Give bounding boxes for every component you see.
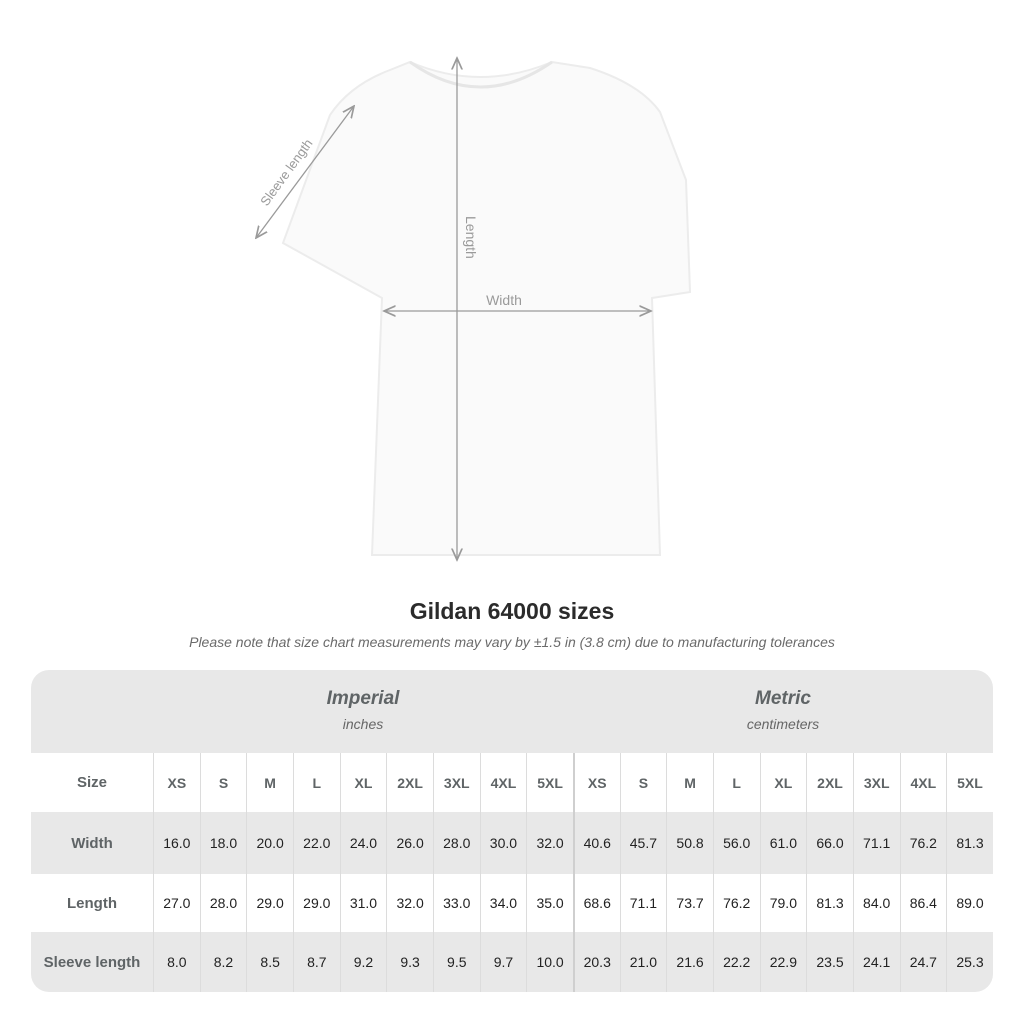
metric-unit: centimeters: [746, 716, 820, 732]
table-cell: 30.0: [479, 812, 527, 874]
table-cell: 22.2: [712, 932, 760, 992]
size-header-cell: S: [619, 753, 667, 812]
sleeve-arrow: [256, 106, 354, 238]
size-header-cell: 4XL: [479, 753, 527, 812]
table-cell: 25.3: [946, 932, 993, 992]
imperial-unit: inches: [342, 716, 384, 732]
table-cell: 76.2: [712, 874, 760, 932]
table-cell: 24.7: [899, 932, 947, 992]
imperial-header: Imperial inches: [153, 670, 573, 753]
table-cell: 76.2: [899, 812, 947, 874]
size-header-cell: M: [246, 753, 293, 812]
page-title: Gildan 64000 sizes: [409, 598, 615, 624]
row-label: Sleeve length: [43, 953, 141, 971]
table-cell: 23.5: [806, 932, 853, 992]
size-header-cell: XL: [339, 753, 387, 812]
tolerance-note: Please note that size chart measurements…: [189, 634, 835, 650]
width-label: Width: [486, 292, 522, 308]
table-cell: 22.0: [292, 812, 340, 874]
size-header-cell: 2XL: [386, 753, 433, 812]
table-cell: 21.6: [666, 932, 713, 992]
table-cell: 27.0: [153, 874, 200, 932]
table-cell: 24.0: [339, 812, 387, 874]
table-cell: 9.5: [432, 932, 480, 992]
size-header-cell: 5XL: [526, 753, 573, 812]
table-cell: 68.6: [572, 874, 620, 932]
table-cell: 89.0: [946, 874, 993, 932]
size-header-cell: 3XL: [432, 753, 480, 812]
table-cell: 29.0: [292, 874, 340, 932]
table-cell: 18.0: [199, 812, 247, 874]
table-cell: 28.0: [432, 812, 480, 874]
table-cell: 22.9: [759, 932, 807, 992]
table-cell: 73.7: [666, 874, 713, 932]
row-label: Length: [67, 894, 117, 912]
table-cell: 9.2: [339, 932, 387, 992]
table-row-sleeve-length: Sleeve length 8.0 8.2 8.5 8.7 9.2 9.3 9.5 9.7 10.…: [31, 932, 993, 992]
table-cell: 9.3: [386, 932, 433, 992]
size-header-cell: L: [712, 753, 760, 812]
table-cell: 26.0: [386, 812, 433, 874]
table-cell: 8.2: [199, 932, 247, 992]
size-header-cell: M: [666, 753, 713, 812]
table-cell: 28.0: [199, 874, 247, 932]
table-cell: 86.4: [899, 874, 947, 932]
table-cell: 79.0: [759, 874, 807, 932]
metric-header: Metric centimeters: [573, 670, 993, 753]
table-cell: 81.3: [946, 812, 993, 874]
size-header-cell: 5XL: [946, 753, 993, 812]
table-cell: 24.1: [852, 932, 900, 992]
table-cell: 20.3: [572, 932, 620, 992]
table-cell: 34.0: [479, 874, 527, 932]
table-cell: 35.0: [526, 874, 573, 932]
table-cell: 21.0: [619, 932, 667, 992]
table-cell: 16.0: [153, 812, 200, 874]
tshirt-image: [281, 60, 692, 556]
table-cell: 8.5: [246, 932, 293, 992]
size-table: Imperial inches Metric centimeters Size …: [31, 670, 993, 992]
table-cell: 32.0: [386, 874, 433, 932]
size-header-cell: XS: [572, 753, 620, 812]
table-cell: 71.1: [852, 812, 900, 874]
table-cell: 50.8: [666, 812, 713, 874]
table-cell: 33.0: [432, 874, 480, 932]
table-cell: 9.7: [479, 932, 527, 992]
size-header-cell: 3XL: [852, 753, 900, 812]
table-row-width: Width 16.0 18.0 20.0 22.0 24.0 26.0 28.0 30.0 32.…: [31, 812, 993, 874]
table-cell: 32.0: [526, 812, 573, 874]
table-cell: 10.0: [526, 932, 573, 992]
tshirt-diagram: Length Width Sleeve length: [0, 0, 692, 590]
size-header-cell: 4XL: [899, 753, 947, 812]
metric-title: Metric: [755, 688, 811, 709]
table-cell: 20.0: [246, 812, 293, 874]
size-header-cell: 2XL: [806, 753, 853, 812]
size-header-cell: XL: [759, 753, 807, 812]
table-cell: 71.1: [619, 874, 667, 932]
table-cell: 8.0: [153, 932, 200, 992]
table-cell: 29.0: [246, 874, 293, 932]
row-label: Width: [71, 834, 113, 852]
table-cell: 61.0: [759, 812, 807, 874]
table-cell: 84.0: [852, 874, 900, 932]
table-cell: 31.0: [339, 874, 387, 932]
table-cell: 56.0: [712, 812, 760, 874]
size-header-cell: L: [292, 753, 340, 812]
table-cell: 8.7: [292, 932, 340, 992]
size-header-row: Size XS S M L XL 2XL 3XL 4XL 5XL XS S M L XL 2XL 3XL 4XL…: [31, 753, 993, 812]
size-header-cell: S: [199, 753, 247, 812]
table-cell: 81.3: [806, 874, 853, 932]
table-row-length: Length 27.0 28.0 29.0 29.0 31.0 32.0 33.0 34.0 35…: [31, 874, 993, 932]
imperial-title: Imperial: [326, 688, 400, 709]
table-cell: 40.6: [572, 812, 620, 874]
table-cell: 45.7: [619, 812, 667, 874]
table-cell: 66.0: [806, 812, 853, 874]
size-header-cell: XS: [153, 753, 200, 812]
length-label: Length: [463, 216, 479, 259]
size-label: Size: [76, 774, 107, 791]
